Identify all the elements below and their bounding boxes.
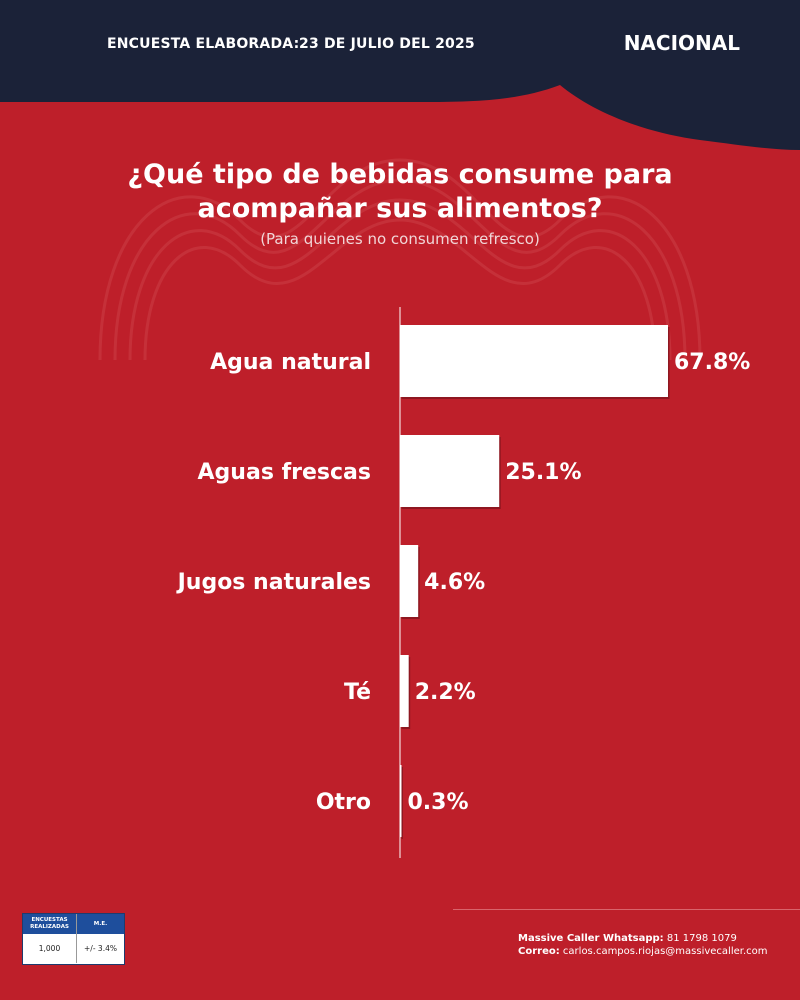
value-label: 67.8% <box>674 350 750 375</box>
bar <box>400 655 409 727</box>
stats-header-surveys: ENCUESTAS REALIZADAS <box>23 914 77 934</box>
bar <box>400 765 402 837</box>
survey-date-label: ENCUESTA ELABORADA: <box>107 36 300 52</box>
category-label: Aguas frescas <box>198 460 371 485</box>
background-watermark <box>98 158 702 361</box>
bar <box>400 545 419 617</box>
chart-title-text: ¿Qué tipo de bebidas consume para acompa… <box>127 159 673 224</box>
whatsapp-line: Massive Caller Whatsapp: 81 1798 1079 <box>518 932 768 945</box>
survey-date: 23 DE JULIO DEL 2025 <box>299 36 475 52</box>
bar-shadow <box>401 767 403 839</box>
category-label: Otro <box>316 790 371 815</box>
chart-subtitle: (Para quienes no consumen refresco) <box>260 230 540 248</box>
value-label: 0.3% <box>408 790 469 815</box>
stats-margin-value: +/- 3.4% <box>84 944 117 953</box>
stats-header-margin: M.E. <box>93 921 108 927</box>
region-label: NACIONAL <box>623 31 740 55</box>
email-address: carlos.campos.riojas@massivecaller.com <box>562 946 768 957</box>
stats-surveys-value: 1,000 <box>23 934 77 963</box>
stats-value-row: 1,000 +/- 3.4% <box>23 934 124 963</box>
email-line: Correo: carlos.campos.riojas@massivecall… <box>518 945 768 958</box>
chart-title: ¿Qué tipo de bebidas consume para acompa… <box>0 158 800 226</box>
header-band <box>0 0 800 150</box>
stats-header-row: ENCUESTAS REALIZADAS M.E. <box>23 914 124 934</box>
email-label: Correo: <box>518 946 560 957</box>
value-label: 2.2% <box>415 680 476 705</box>
category-label: Agua natural <box>210 350 371 375</box>
value-label: 4.6% <box>424 570 485 595</box>
whatsapp-number: 81 1798 1079 <box>666 933 737 944</box>
category-label: Jugos naturales <box>176 570 371 595</box>
survey-stats-table: ENCUESTAS REALIZADAS M.E. 1,000 +/- 3.4% <box>22 913 125 965</box>
whatsapp-label: Massive Caller Whatsapp: <box>518 933 664 944</box>
bar <box>400 325 668 397</box>
contact-info: Massive Caller Whatsapp: 81 1798 1079 Co… <box>518 932 768 958</box>
bar <box>400 435 500 507</box>
category-label: Té <box>344 680 371 705</box>
value-label: 25.1% <box>505 460 581 485</box>
footer-divider <box>453 909 800 910</box>
